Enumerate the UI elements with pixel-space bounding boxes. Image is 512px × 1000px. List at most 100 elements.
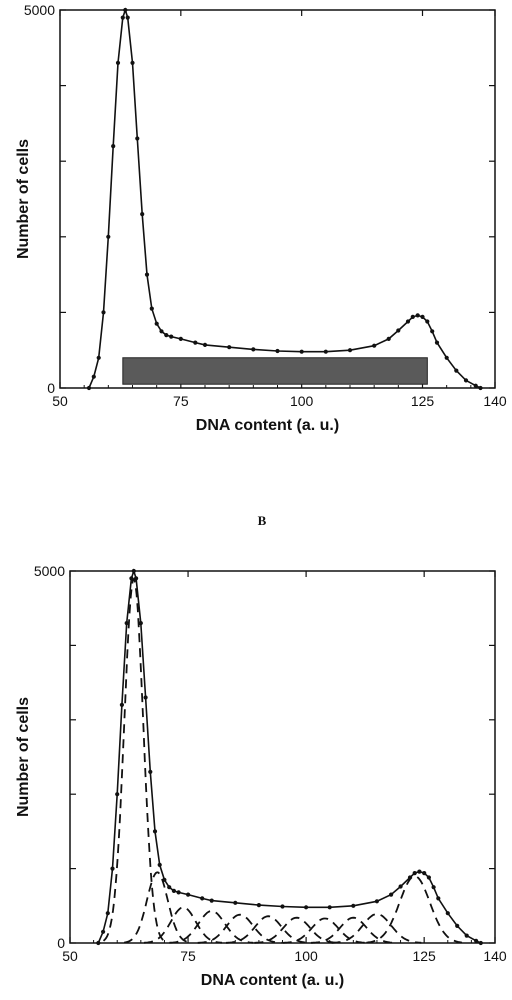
top-data-point [420, 314, 425, 319]
top-data-point [202, 342, 208, 347]
bottom-histogram-panel: 50 75 100 125 140 0 5000 DNA content (a. u.) Num… [15, 563, 507, 989]
bottom-data-point [455, 923, 460, 929]
bottom-x-tick-label: 140 [483, 948, 507, 964]
bottom-y-tick-label: 0 [57, 935, 65, 951]
top-data-point [123, 7, 128, 13]
bottom-data-point [167, 885, 172, 890]
bottom-data-point [176, 890, 181, 895]
panel-b-label: B [258, 513, 267, 528]
bottom-data-point [478, 940, 483, 946]
bottom-data-point [171, 888, 176, 894]
top-data-point [425, 319, 430, 324]
bottom-x-tick-label: 100 [294, 948, 318, 964]
top-x-tick-label: 140 [483, 393, 507, 409]
top-plot-frame [59, 9, 496, 389]
bottom-fit-component-9 [311, 916, 395, 944]
bottom-x-tick-label: 125 [412, 948, 436, 964]
bottom-data-point [110, 866, 115, 871]
bottom-data-point [256, 903, 261, 908]
top-data-point [396, 328, 401, 333]
bottom-data-point [115, 792, 120, 797]
top-data-point [478, 385, 483, 391]
bottom-data-point [105, 911, 110, 916]
bottom-data-point [157, 862, 162, 868]
bottom-data-point [233, 900, 238, 905]
bottom-data-point [412, 871, 417, 876]
bottom-y-axis-title: Number of cells [15, 697, 32, 817]
bottom-data-point [417, 869, 422, 874]
top-x-tick-label: 100 [290, 393, 314, 409]
top-data-point [154, 321, 159, 326]
bottom-fit-component-10 [331, 913, 422, 944]
bottom-data-point [129, 576, 134, 581]
top-data-point [164, 333, 169, 338]
bottom-data-point [374, 899, 379, 904]
top-data-point [410, 314, 415, 319]
bottom-data-point [143, 695, 148, 700]
bottom-data-point [389, 892, 394, 897]
top-data-point [106, 234, 111, 239]
top-data-point [115, 60, 121, 65]
top-histogram-line [88, 7, 481, 389]
bottom-data-point [436, 896, 441, 901]
top-histogram-panel: 50 75 100 125 140 0 5000 DNA content (a. u.) Num… [15, 2, 507, 434]
top-data-point [473, 383, 478, 388]
bottom-data-point [152, 829, 158, 834]
top-data-point [299, 349, 304, 354]
top-data-point [454, 368, 459, 373]
top-data-point [251, 347, 256, 352]
bottom-data-point [186, 892, 191, 897]
top-data-point [149, 306, 154, 311]
bottom-data-point [200, 896, 205, 901]
bottom-data-point [148, 769, 153, 775]
bottom-fit-component-11 [366, 875, 463, 944]
bottom-data-point [101, 929, 106, 934]
bottom-data-point [138, 621, 143, 626]
top-data-point [125, 15, 130, 20]
top-data-point [275, 348, 280, 354]
bottom-x-tick-label: 50 [62, 948, 78, 964]
top-y-tick-label: 5000 [24, 2, 55, 18]
bottom-fit-component-3 [143, 906, 222, 944]
bottom-fit-component-2 [123, 871, 191, 944]
top-data-point [91, 374, 96, 379]
bottom-data-point [119, 702, 124, 708]
bottom-fit-component-1 [102, 577, 165, 942]
top-data-point [415, 313, 420, 318]
top-data-point [227, 345, 232, 350]
bottom-data-point [398, 884, 403, 889]
top-data-point [144, 272, 150, 277]
top-data-point [463, 378, 469, 383]
bottom-data-point [131, 568, 136, 574]
top-data-point [140, 212, 145, 217]
bottom-data-point [431, 885, 436, 890]
bottom-data-point [124, 621, 129, 626]
top-x-tick-label: 75 [173, 393, 189, 409]
bottom-x-tick-label: 75 [180, 948, 196, 964]
bottom-fit-component-6 [226, 915, 310, 944]
bottom-x-axis-title: DNA content (a. u.) [201, 972, 344, 989]
top-data-point [111, 144, 116, 149]
top-y-tick-label: 0 [47, 380, 55, 396]
top-data-point [96, 355, 101, 360]
bottom-fit-component-7 [254, 916, 339, 944]
top-data-point [405, 319, 411, 324]
top-data-point [347, 348, 353, 353]
bottom-data-point [209, 898, 214, 903]
bottom-data-point [422, 871, 427, 876]
top-data-point [130, 60, 135, 65]
bottom-fit-component-5 [197, 913, 282, 944]
bottom-plot-frame [69, 570, 496, 944]
bottom-data-point [96, 940, 101, 946]
bottom-data-point [304, 905, 309, 910]
top-x-tick-label: 50 [52, 393, 68, 409]
bottom-data-point [134, 576, 139, 581]
top-gray-bar-marker [122, 357, 428, 385]
top-data-point [323, 349, 328, 354]
top-data-point [372, 343, 377, 348]
bottom-histogram-line [97, 568, 482, 944]
bottom-data-point [327, 905, 332, 910]
bottom-data-point [426, 875, 431, 880]
top-data-point [430, 329, 435, 334]
